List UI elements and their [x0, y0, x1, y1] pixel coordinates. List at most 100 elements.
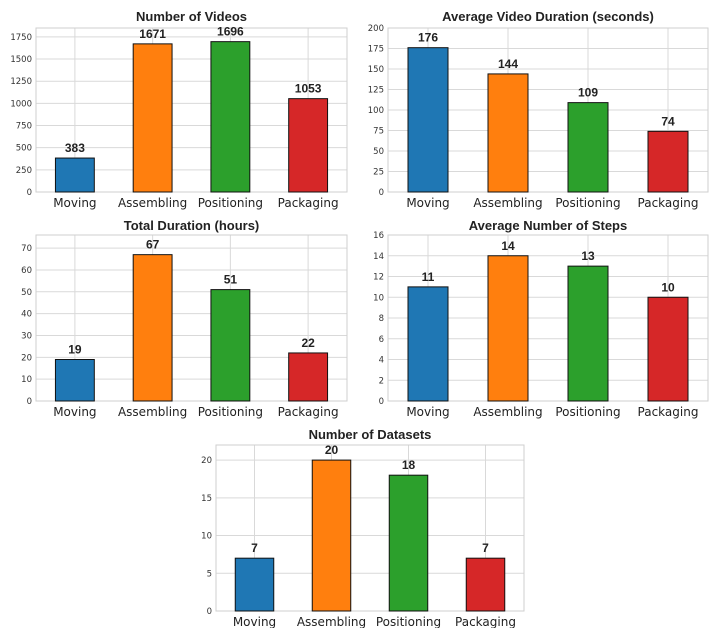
y-tick-label: 125 — [368, 86, 384, 96]
data-label: 19 — [68, 343, 82, 357]
y-tick-label: 200 — [368, 24, 384, 34]
chart-title: Total Duration (hours) — [124, 218, 260, 233]
data-label: 7 — [482, 541, 489, 555]
x-tick-label: Assembling — [473, 405, 542, 419]
bar-packaging — [465, 557, 506, 612]
y-tick-label: 10 — [201, 532, 212, 542]
y-tick-label: 2 — [379, 376, 384, 386]
y-tick-label: 6 — [379, 335, 384, 345]
x-tick-label: Assembling — [297, 615, 366, 628]
y-tick-label: 50 — [21, 288, 32, 298]
data-label: 11 — [422, 270, 435, 284]
plot-frame — [35, 27, 348, 193]
y-tick-label: 0 — [207, 607, 212, 617]
chart-title: Number of Datasets — [309, 427, 432, 442]
y-tick-label: 5 — [207, 569, 212, 579]
data-label: 74 — [661, 114, 675, 128]
plot-frame — [387, 27, 709, 193]
y-tick-label: 1500 — [10, 55, 32, 65]
data-label: 22 — [301, 336, 315, 350]
plot-frame — [387, 234, 709, 402]
bar-moving — [234, 557, 275, 612]
y-tick-label: 10 — [21, 375, 32, 385]
bar-packaging — [647, 296, 689, 402]
y-tick-label: 25 — [373, 168, 384, 178]
y-tick-label: 15 — [201, 494, 212, 504]
x-tick-label: Moving — [406, 196, 449, 210]
y-tick-label: 14 — [373, 252, 384, 262]
bar-positioning — [567, 102, 609, 193]
chart-title: Number of Videos — [136, 9, 247, 24]
y-tick-label: 1000 — [10, 99, 32, 109]
data-label: 109 — [578, 86, 598, 100]
y-tick-label: 20 — [201, 456, 212, 466]
data-label: 1696 — [217, 25, 244, 39]
x-tick-label: Moving — [233, 615, 276, 628]
chart-panel-4: 0 2 4 6 8 10 12 14 16 11 Moving 14 Assembling 13 Posit… — [373, 218, 709, 419]
bar-positioning — [388, 474, 429, 612]
chart-panel-3: 0 10 20 30 40 50 60 70 19 Moving 67 Assembling 51 Pos… — [21, 218, 348, 419]
data-label: 51 — [224, 273, 238, 287]
y-tick-label: 1750 — [10, 33, 32, 43]
bar-packaging — [288, 352, 329, 402]
bar-packaging — [288, 98, 329, 193]
y-tick-label: 10 — [373, 293, 384, 303]
x-tick-label: Assembling — [473, 196, 542, 210]
x-tick-label: Positioning — [555, 405, 620, 419]
bar-positioning — [210, 41, 251, 193]
x-tick-label: Packaging — [455, 615, 516, 628]
x-tick-label: Assembling — [118, 405, 187, 419]
y-tick-label: 1250 — [10, 77, 32, 87]
x-tick-label: Moving — [53, 196, 96, 210]
y-tick-label: 500 — [16, 144, 32, 154]
x-tick-label: Assembling — [118, 196, 187, 210]
chart-title: Average Number of Steps — [469, 218, 627, 233]
x-tick-label: Moving — [406, 405, 449, 419]
data-label: 20 — [325, 443, 339, 457]
data-label: 10 — [661, 280, 675, 294]
y-tick-label: 0 — [379, 188, 384, 198]
bar-packaging — [647, 130, 689, 193]
data-label: 1671 — [139, 27, 166, 41]
x-tick-label: Positioning — [198, 196, 263, 210]
y-tick-label: 30 — [21, 331, 32, 341]
y-tick-label: 12 — [373, 273, 384, 283]
plot-frame — [35, 234, 348, 402]
data-label: 383 — [65, 141, 85, 155]
x-tick-label: Positioning — [376, 615, 441, 628]
bar-moving — [407, 47, 449, 193]
y-tick-label: 60 — [21, 266, 32, 276]
plot-frame — [215, 444, 525, 612]
y-tick-label: 100 — [368, 106, 384, 116]
bar-assembling — [132, 43, 173, 193]
data-label: 13 — [581, 249, 595, 263]
y-tick-label: 20 — [21, 353, 32, 363]
x-tick-label: Packaging — [278, 196, 339, 210]
bar-assembling — [132, 254, 173, 402]
bar-assembling — [487, 255, 529, 402]
x-tick-label: Positioning — [555, 196, 620, 210]
chart-title: Average Video Duration (seconds) — [442, 9, 654, 24]
bar-moving — [54, 157, 95, 193]
x-tick-label: Moving — [53, 405, 96, 419]
bar-assembling — [487, 73, 529, 193]
y-tick-label: 50 — [373, 147, 384, 157]
y-tick-label: 250 — [16, 166, 32, 176]
data-label: 144 — [498, 57, 518, 71]
bar-positioning — [567, 265, 609, 402]
data-label: 1053 — [295, 82, 322, 96]
x-tick-label: Packaging — [278, 405, 339, 419]
y-tick-label: 150 — [368, 65, 384, 75]
data-label: 14 — [501, 239, 515, 253]
y-tick-label: 0 — [27, 397, 32, 407]
bar-moving — [407, 286, 449, 402]
y-tick-label: 0 — [27, 188, 32, 198]
y-tick-label: 175 — [368, 45, 384, 55]
bar-moving — [54, 359, 95, 402]
bar-positioning — [210, 289, 251, 402]
data-label: 18 — [402, 458, 416, 472]
y-tick-label: 75 — [373, 127, 384, 137]
y-tick-label: 40 — [21, 310, 32, 320]
y-tick-label: 4 — [379, 356, 384, 366]
